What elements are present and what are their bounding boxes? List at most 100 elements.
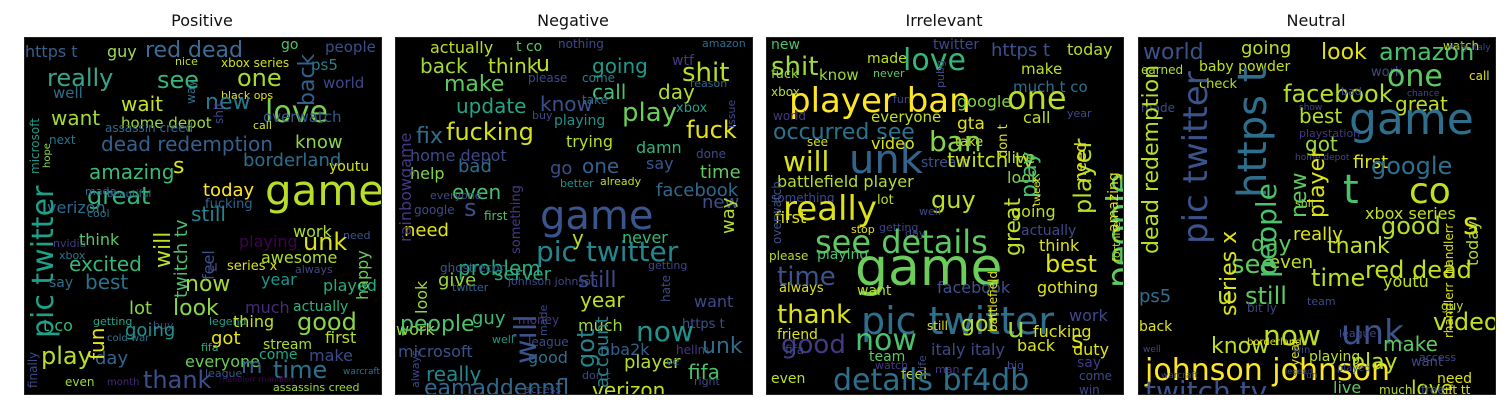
cloud-word: video [871, 134, 915, 153]
cloud-word: got [1305, 132, 1338, 156]
cloud-word: excited [69, 252, 142, 276]
cloud-word: really [426, 362, 482, 386]
cloud-word: lot [877, 193, 894, 208]
cloud-word: unk [702, 334, 743, 359]
cloud-word: done [696, 147, 726, 161]
cloud-word: xbox [771, 85, 800, 99]
cloud-word: great [1395, 92, 1448, 116]
cloud-word: money [518, 313, 560, 327]
cloud-word: https t [682, 317, 725, 332]
cloud-word: don t [582, 369, 611, 382]
cloud-word: cold war [107, 333, 150, 344]
cloud-word: earned [1141, 63, 1184, 77]
cloud-word: beautiful [107, 189, 152, 200]
panel-title-irrelevant: Irrelevant [905, 11, 983, 30]
cloud-word: happy [353, 250, 372, 300]
cloud-word: access [1419, 351, 1457, 364]
cloud-word: today [1463, 220, 1482, 267]
cloud-word: thing [233, 312, 275, 331]
cloud-word: now [855, 323, 917, 358]
cloud-word: t co [516, 39, 543, 55]
cloud-word: bit ly [1247, 301, 1277, 315]
cloud-word: update [456, 94, 527, 118]
cloud-word: day [658, 80, 695, 104]
cloud-word: work [1371, 65, 1403, 80]
cloud-word: played [323, 276, 377, 295]
cloud-word: johnson johnson [508, 275, 598, 288]
cloud-word: one [582, 154, 620, 178]
cloud-word: nice [175, 55, 198, 68]
cloud-word: pic twitter [1176, 71, 1216, 244]
cloud-word: feel [901, 367, 928, 383]
cloud-word: unk [849, 137, 923, 183]
cloud-word: play [41, 342, 92, 370]
cloud-word: shit [1295, 197, 1316, 210]
cloud-word: getting [93, 315, 133, 328]
cloud-word: make [1383, 332, 1438, 356]
cloud-word: good [528, 348, 568, 367]
cloud-word: please [769, 249, 809, 263]
cloud-word: fun [85, 327, 109, 360]
cloud-word: getting [879, 221, 919, 234]
cloud-word: win [1293, 345, 1311, 356]
cloud-word: call [253, 119, 272, 132]
cloud-word: team [869, 349, 906, 365]
cloud-word: look [1321, 40, 1367, 65]
cloud-word: much t co [1013, 78, 1088, 96]
cloud-word: need [1071, 142, 1090, 182]
cloud-word: https t [991, 40, 1051, 61]
word-cloud-irrelevant: new twitter today love https t shit made fuck kn… [766, 37, 1124, 395]
cloud-word: really [783, 189, 877, 229]
cloud-word: buy [153, 319, 174, 332]
cloud-word: s [173, 154, 185, 179]
cloud-word: year [580, 288, 625, 312]
cloud-word: everyone [871, 108, 942, 126]
cloud-word: shit [682, 58, 730, 88]
cloud-word: access [524, 383, 562, 395]
cloud-word: best [1045, 250, 1097, 278]
cloud-word: want [1411, 355, 1443, 370]
cloud-word: today [203, 180, 255, 201]
cloud-word: bad [1341, 85, 1362, 98]
cloud-word: time [273, 356, 328, 384]
cloud-word: time [1311, 264, 1366, 292]
cloud-word: fucking [205, 197, 253, 212]
cloud-word: great [87, 182, 151, 210]
cloud-word: take [582, 93, 608, 107]
cloud-word: much [1379, 383, 1413, 395]
cloud-word: youtu [1383, 272, 1429, 291]
cloud-word: hope [42, 143, 53, 168]
cloud-word: will [509, 314, 544, 364]
cloud-word: overwatch [263, 108, 342, 126]
cloud-word: twitch tv [947, 148, 1035, 172]
cloud-word: amazing [89, 160, 175, 184]
cloud-word: legend [209, 315, 247, 328]
cloud-word: time [700, 162, 741, 183]
cloud-word: still [927, 319, 948, 333]
cloud-word: something [771, 191, 835, 205]
cloud-word: play [1351, 350, 1398, 375]
cloud-word: rhandlerr rhandlerr [219, 375, 296, 384]
cloud-word: overwatch [770, 181, 784, 244]
cloud-word: pic twitter [861, 299, 1054, 343]
cloud-word: pic twitter [26, 185, 61, 338]
cloud-word: player [624, 352, 681, 373]
cloud-word: amazing [1106, 172, 1122, 232]
cloud-word: one [1007, 79, 1067, 117]
cloud-word: people [1250, 183, 1283, 278]
panel-title-negative: Negative [537, 11, 609, 30]
cloud-word: make [444, 72, 505, 97]
cloud-word: want [51, 106, 101, 130]
cloud-word: look [1007, 168, 1041, 187]
cloud-word: battlefield player [777, 172, 914, 191]
cloud-word: assassin creed [105, 121, 194, 135]
cloud-word: look [412, 280, 431, 314]
cloud-word: always [779, 281, 824, 296]
cloud-word: call [592, 80, 627, 104]
cloud-word: rhandlerr rhandlerr [1442, 223, 1456, 338]
cloud-word: ban [929, 125, 982, 158]
cloud-word: free [1421, 383, 1445, 395]
cloud-word: pic twitter [536, 235, 679, 268]
cloud-word: best [1299, 104, 1343, 128]
cloud-word: lot [129, 298, 153, 319]
